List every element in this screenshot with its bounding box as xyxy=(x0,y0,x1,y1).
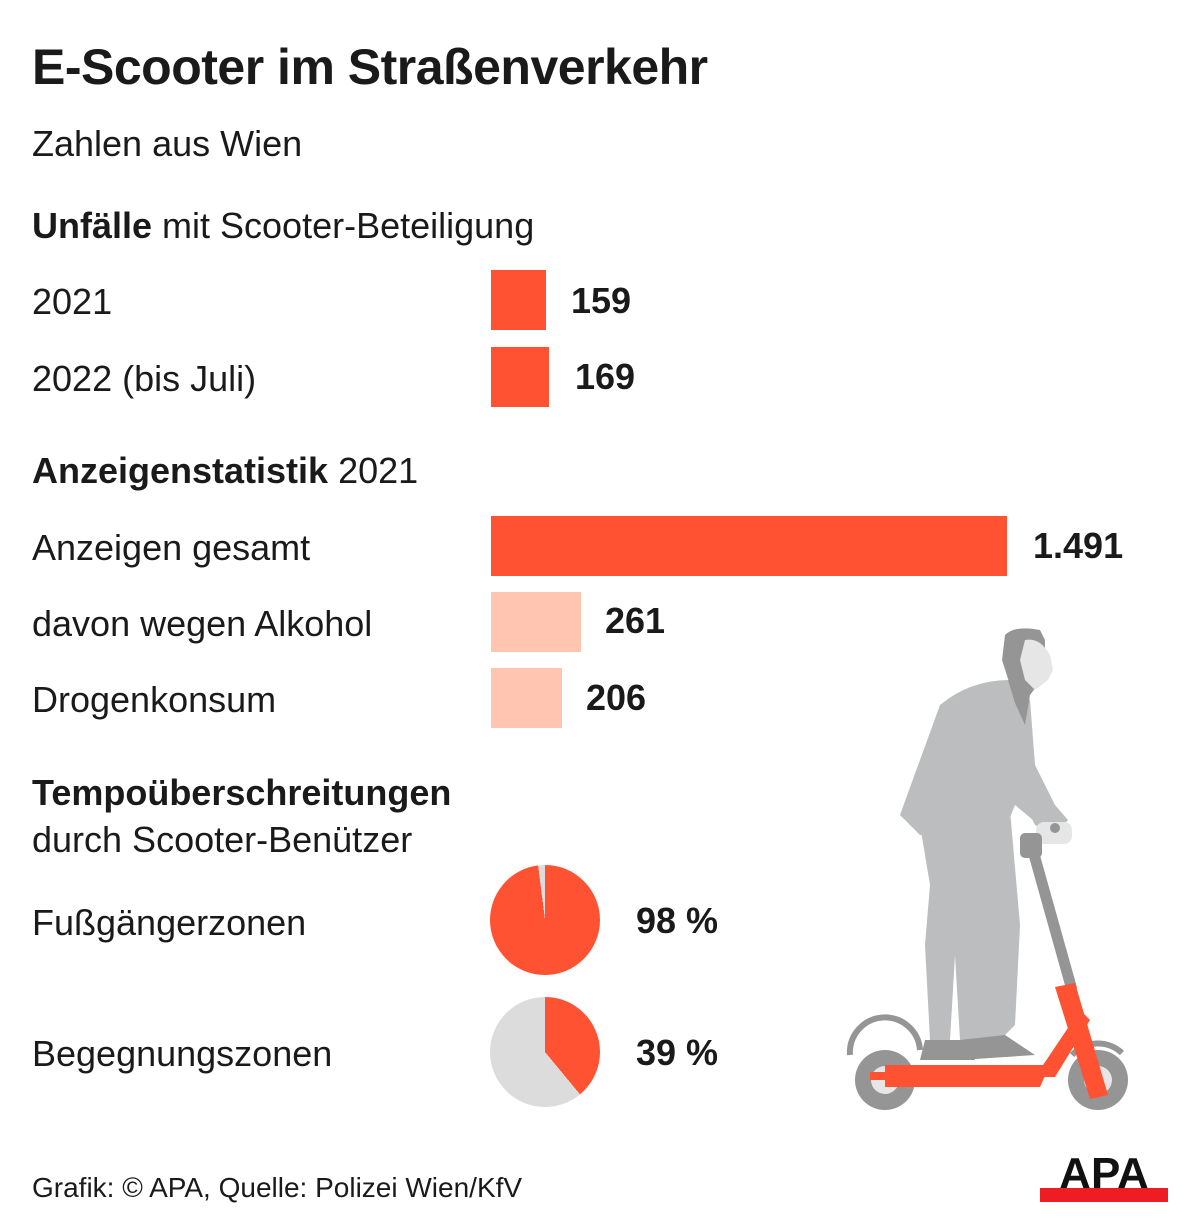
row-label-shared-zones: Begegnungszonen xyxy=(32,1033,333,1074)
row-label-alcohol: davon wegen Alkohol xyxy=(32,603,373,644)
row-label-drugs: Drogenkonsum xyxy=(32,679,277,720)
bar-reports-drugs xyxy=(491,668,562,728)
chart-title: E-Scooter im Straßenverkehr xyxy=(32,39,708,95)
section-title-rest: mit Scooter-Beteiligung xyxy=(152,205,535,246)
bar-accidents-2021 xyxy=(491,270,546,330)
row-label-total: Anzeigen gesamt xyxy=(32,527,311,568)
pie-shared-zones xyxy=(490,997,600,1107)
bar-reports-total xyxy=(491,516,1007,576)
section-title-bold: Anzeigenstatistik xyxy=(32,450,329,491)
value-reports-drugs: 206 xyxy=(586,677,647,718)
source-credit: Grafik: © APA, Quelle: Polizei Wien/KfV xyxy=(32,1172,523,1203)
section-title-rest: 2021 xyxy=(328,450,419,491)
bar-reports-alcohol xyxy=(491,592,581,652)
value-accidents-2022: 169 xyxy=(575,356,636,397)
row-label-2022: 2022 (bis Juli) xyxy=(32,358,257,399)
section-title-bold: Unfälle xyxy=(32,205,153,246)
value-pedestrian-zones: 98 % xyxy=(636,900,719,941)
value-shared-zones: 39 % xyxy=(636,1032,719,1073)
value-accidents-2021: 159 xyxy=(571,280,632,321)
man-on-e-scooter-icon xyxy=(846,628,1128,1110)
row-label-pedestrian-zones: Fußgängerzonen xyxy=(32,902,307,943)
bar-accidents-2022 xyxy=(491,347,549,407)
section-subtitle-speeding: durch Scooter-Benützer xyxy=(32,819,413,860)
rear-wheel-icon xyxy=(846,1014,923,1110)
value-reports-alcohol: 261 xyxy=(605,600,666,641)
chart-subtitle: Zahlen aus Wien xyxy=(32,123,303,164)
section-title-speeding: Tempoüberschreitungen xyxy=(32,772,452,813)
apa-logo: APA xyxy=(1040,1150,1168,1202)
value-reports-total: 1.491 xyxy=(1033,525,1124,566)
section-title-accidents: Unfälle mit Scooter-Beteiligung xyxy=(32,208,534,244)
section-title-reports: Anzeigenstatistik 2021 xyxy=(32,453,418,489)
row-label-2021: 2021 xyxy=(32,281,113,322)
pie-pedestrian-zones xyxy=(490,865,600,975)
